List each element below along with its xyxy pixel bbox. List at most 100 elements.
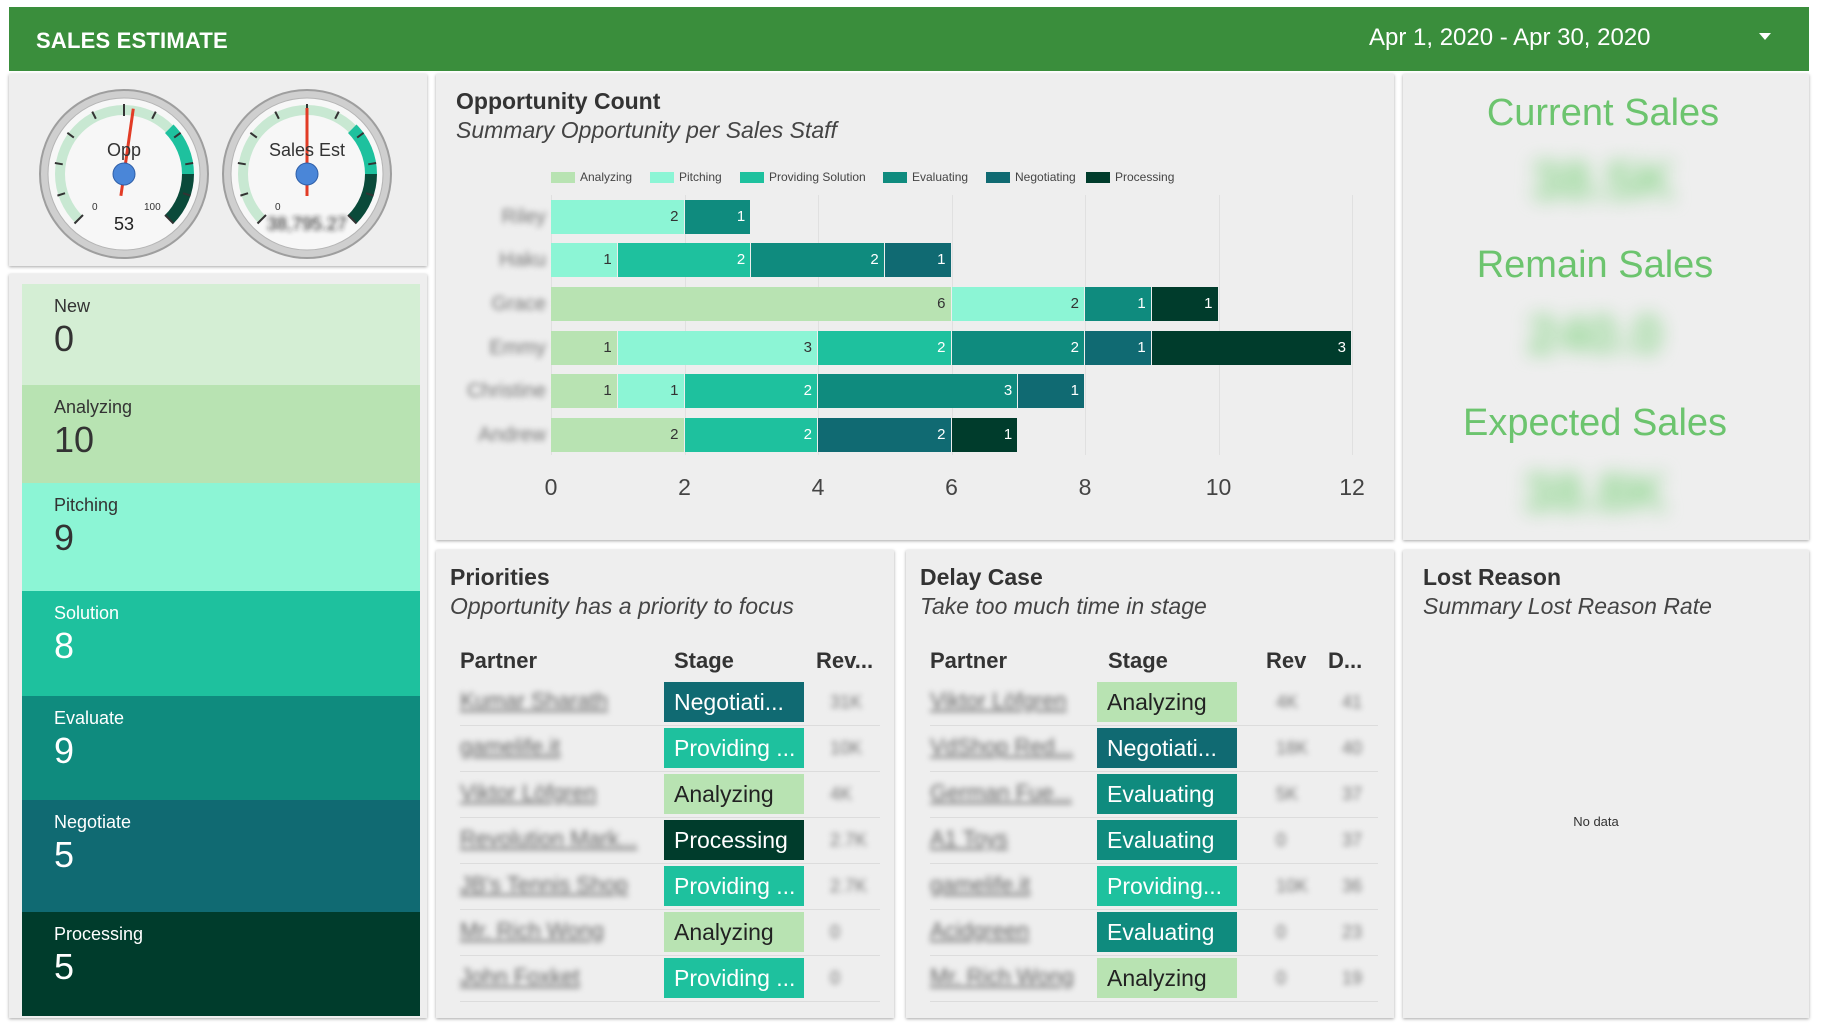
chart-bar-label: 1 <box>736 208 746 225</box>
date-range-selector[interactable]: Apr 1, 2020 - Apr 30, 2020 <box>1369 24 1651 51</box>
legend-swatch <box>986 172 1010 184</box>
priorities-row-partner[interactable]: gamelife.it <box>460 734 561 759</box>
chart-bar[interactable]: 2 <box>818 331 951 365</box>
legend-item[interactable]: Pitching <box>650 170 722 184</box>
chart-bar[interactable]: 1 <box>551 331 617 365</box>
legend-item[interactable]: Analyzing <box>551 170 632 184</box>
sales-card: Current Sales 38.5K Remain Sales 240.0 E… <box>1403 74 1809 540</box>
chart-bar[interactable]: 2 <box>951 287 1084 321</box>
priorities-row-partner[interactable]: Viktor Löfgren <box>460 780 597 805</box>
chart-bar[interactable]: 2 <box>751 243 884 277</box>
delay-row-rev: 4K <box>1276 692 1299 712</box>
chart-bar[interactable]: 1 <box>1151 287 1218 321</box>
status-tile-value: 9 <box>54 517 75 558</box>
legend-swatch <box>883 172 907 184</box>
status-tile-evaluate[interactable]: Evaluate 9 <box>22 696 420 800</box>
delay-row-partner[interactable]: gamelife.it <box>930 872 1031 897</box>
delay-col-rev[interactable]: Rev <box>1266 648 1307 673</box>
chart-bar[interactable]: 1 <box>684 200 751 234</box>
status-tile-pitching[interactable]: Pitching 9 <box>22 483 420 591</box>
status-tile-new[interactable]: New 0 <box>22 284 420 385</box>
status-tile-analyzing[interactable]: Analyzing 10 <box>22 385 420 483</box>
delay-row-partner[interactable]: Mr. Rich Wong <box>930 964 1074 989</box>
current-sales-value: 38.5K <box>1530 151 1676 211</box>
delay-row-stage: Analyzing <box>1097 682 1237 722</box>
priorities-row-rev: 0 <box>830 922 841 942</box>
gauge-tick <box>347 214 358 225</box>
priorities-col-stage[interactable]: Stage <box>674 648 734 673</box>
gauge-tick <box>365 192 374 197</box>
expected-sales-value: 38.8K <box>1522 463 1668 523</box>
chart-bar[interactable]: 6 <box>551 287 951 321</box>
gauge-tick <box>173 132 182 139</box>
gauge-tick <box>237 162 246 166</box>
table-row-divider <box>460 725 880 726</box>
chart-bar[interactable]: 2 <box>551 418 684 452</box>
chart-bar-label: 1 <box>937 251 946 268</box>
priorities-subtitle: Opportunity has a priority to focus <box>450 593 794 619</box>
priorities-row-partner[interactable]: Mr. Rich Wong <box>460 918 604 943</box>
status-tile-solution[interactable]: Solution 8 <box>22 591 420 696</box>
legend-item[interactable]: Processing <box>1086 170 1174 184</box>
priorities-col-partner[interactable]: Partner <box>460 648 538 673</box>
chart-bar[interactable]: 2 <box>684 374 817 408</box>
delay-col-days[interactable]: D... <box>1328 648 1363 673</box>
delay-row-partner[interactable]: Acidgreen <box>930 918 1030 943</box>
chart-bar[interactable]: 2 <box>617 243 751 277</box>
priorities-col-rev[interactable]: Rev... <box>816 648 874 673</box>
chart-bar[interactable]: 1 <box>1085 331 1151 365</box>
delay-col-stage[interactable]: Stage <box>1108 648 1168 673</box>
status-tile-negotiate[interactable]: Negotiate 5 <box>22 800 420 912</box>
legend-item[interactable]: Evaluating <box>883 170 968 184</box>
delay-row-partner[interactable]: A1 Toys <box>930 826 1008 851</box>
chart-bar[interactable]: 1 <box>551 374 617 408</box>
chart-x-tick: 10 <box>1205 474 1232 500</box>
remain-sales-value: 240.0 <box>1527 305 1663 365</box>
priorities-row-partner[interactable]: Revolution Mark... <box>460 826 638 851</box>
chart-bar[interactable]: 2 <box>818 418 951 452</box>
chevron-down-icon[interactable] <box>1759 33 1771 40</box>
chart-bar[interactable]: 1 <box>884 243 951 277</box>
gauge-tick <box>54 162 63 166</box>
priorities-row-rev: 10K <box>830 738 863 758</box>
chart-bar[interactable]: 3 <box>617 331 817 365</box>
chart-bar[interactable]: 3 <box>818 374 1018 408</box>
remain-sales-label: Remain Sales <box>1476 244 1714 286</box>
chart-bar-label: 1 <box>1070 382 1079 399</box>
priorities-row-partner[interactable]: JB's Tennis Shop <box>460 872 628 897</box>
priorities-row-partner[interactable]: John Foxket <box>460 964 580 989</box>
chart-bar[interactable]: 1 <box>951 418 1018 452</box>
chart-bar[interactable]: 2 <box>951 331 1084 365</box>
chart-bar-label: 3 <box>1003 382 1013 399</box>
chart-bar[interactable]: 2 <box>684 418 817 452</box>
chart-category-label: Haku <box>499 249 546 271</box>
chart-bar-label: 2 <box>937 339 946 356</box>
legend-item[interactable]: Providing Solution <box>740 170 866 184</box>
chart-bar[interactable]: 3 <box>1151 331 1351 365</box>
delay-row-partner[interactable]: VdShop Red... <box>930 734 1074 759</box>
chart-bar[interactable]: 1 <box>1085 287 1151 321</box>
gauge-tick <box>240 192 249 197</box>
priorities-row-partner[interactable]: Kumar Sharath <box>460 688 608 713</box>
delay-row-days: 37 <box>1342 830 1363 850</box>
chart-bar-label: 2 <box>1070 295 1079 312</box>
chart-x-tick: 4 <box>811 474 825 500</box>
delay-row-stage: Providing... <box>1097 866 1237 906</box>
delay-col-partner[interactable]: Partner <box>930 648 1008 673</box>
chart-bar[interactable]: 1 <box>551 243 617 277</box>
delay-row-partner[interactable]: German Fue... <box>930 780 1072 805</box>
chart-gridline <box>951 195 953 455</box>
status-tile-processing[interactable]: Processing 5 <box>22 912 420 1016</box>
chart-bar[interactable]: 2 <box>551 200 684 234</box>
status-tile-label: Solution <box>54 603 120 623</box>
gauge-label: Opp <box>107 140 141 160</box>
legend-item[interactable]: Negotiating <box>986 170 1076 184</box>
table-row-divider <box>460 909 880 910</box>
chart-gridline <box>551 195 552 455</box>
chart-x-tick: 6 <box>945 474 958 500</box>
delay-row-partner[interactable]: Viktor Löfgren <box>930 688 1067 713</box>
chart-bar[interactable]: 1 <box>617 374 684 408</box>
chart-bar[interactable]: 1 <box>1018 374 1084 408</box>
chart-bar-label: 2 <box>670 208 679 225</box>
chart-bar-label: 2 <box>670 426 679 443</box>
